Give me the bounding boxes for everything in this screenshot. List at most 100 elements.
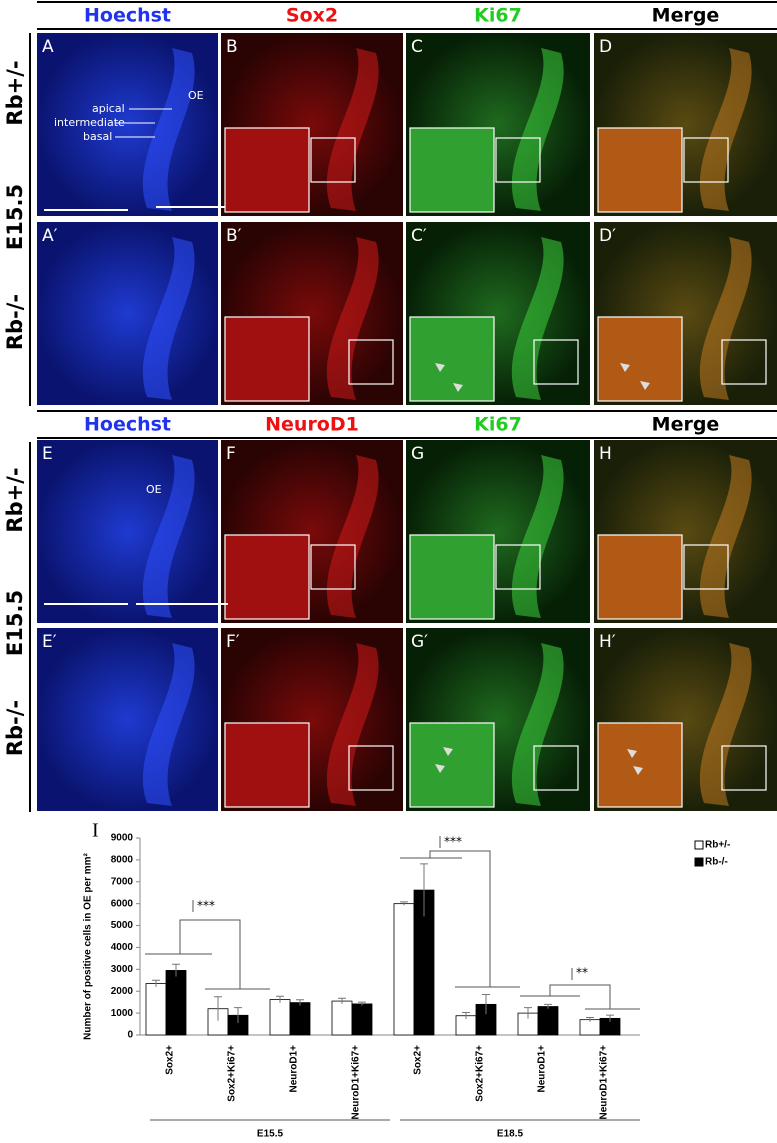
- bar: [393, 903, 415, 1036]
- tissue: [511, 643, 564, 806]
- genotype-label: Rb-/-: [3, 700, 27, 756]
- inset-box: [495, 544, 541, 590]
- tissue: [142, 643, 195, 806]
- inset-box: [721, 339, 767, 385]
- x-tick-label: NeuroD1+: [289, 1045, 300, 1093]
- arrowhead: [435, 764, 445, 773]
- panel-letter: G: [411, 444, 424, 464]
- error-bar: [606, 1014, 614, 1022]
- tissue: [699, 643, 752, 806]
- inset-box: [310, 544, 356, 590]
- error-bar: [152, 979, 160, 987]
- arrowhead: [627, 749, 637, 758]
- x-tick-label: Sox2+: [165, 1045, 176, 1075]
- bar: [145, 983, 167, 1036]
- error-bar: [214, 996, 222, 1021]
- tissue: [699, 48, 752, 211]
- error-bar: [234, 1007, 242, 1023]
- panel-letter: I: [92, 820, 99, 842]
- error-bar: [338, 997, 346, 1004]
- column-header: Sox2: [286, 5, 338, 27]
- inset: [224, 534, 310, 620]
- inset: [597, 127, 683, 213]
- panel-letter: E: [42, 444, 53, 464]
- panel-letter: B′: [226, 226, 242, 246]
- y-tick-label: 5000: [111, 920, 134, 931]
- inset: [224, 127, 310, 213]
- genotype-label: Rb-/-: [3, 294, 27, 350]
- arrowhead: [443, 747, 453, 756]
- y-tick-label: 8000: [111, 855, 134, 866]
- error-bar: [400, 901, 408, 906]
- layer-label: apical: [92, 102, 125, 115]
- y-tick-label: 9000: [111, 833, 134, 844]
- inset: [224, 316, 310, 402]
- error-bar: [296, 999, 304, 1006]
- region-label: OE: [146, 483, 162, 496]
- x-tick-label: NeuroD1+Ki67+: [599, 1045, 610, 1120]
- tissue: [326, 455, 379, 618]
- error-bar: [172, 963, 180, 977]
- panel-letter: G′: [411, 632, 428, 652]
- region-label: OE: [188, 89, 204, 102]
- column-header: Hoechst: [84, 414, 171, 436]
- layer-label: basal: [83, 130, 112, 143]
- inset-box: [348, 745, 394, 791]
- column-header: Hoechst: [84, 5, 171, 27]
- inset-box: [495, 137, 541, 183]
- stage-label: E15.5: [3, 184, 27, 250]
- inset: [597, 722, 683, 808]
- column-header: Merge: [652, 5, 720, 27]
- group-label: E18.5: [497, 1129, 524, 1140]
- error-bar: [462, 1011, 470, 1020]
- legend-swatch: [694, 857, 704, 867]
- arrowhead: [640, 381, 650, 390]
- panel-letter: B: [226, 37, 238, 57]
- error-bar: [544, 1003, 552, 1009]
- layer-label: intermediate: [54, 116, 125, 129]
- tissue: [142, 455, 195, 618]
- column-header: Ki67: [474, 414, 522, 436]
- inset: [597, 534, 683, 620]
- tissue: [142, 48, 195, 211]
- bar: [331, 1000, 353, 1036]
- inset-box: [348, 339, 394, 385]
- significance: ***: [197, 899, 215, 913]
- arrowhead: [633, 766, 643, 775]
- x-tick-label: NeuroD1+Ki67+: [351, 1045, 362, 1120]
- inset-box: [310, 137, 356, 183]
- column-header: Ki67: [474, 5, 522, 27]
- error-bar: [420, 863, 428, 917]
- stage-label: E15.5: [3, 590, 27, 656]
- arrowhead: [620, 363, 630, 372]
- inset: [409, 722, 495, 808]
- tissue: [699, 455, 752, 618]
- group-label: E15.5: [257, 1129, 284, 1140]
- panel-letter: E′: [42, 632, 57, 652]
- error-bar: [586, 1016, 594, 1022]
- inset: [597, 316, 683, 402]
- inset: [224, 722, 310, 808]
- bar: [351, 1003, 373, 1036]
- inset-box: [533, 339, 579, 385]
- legend-label: Rb+/-: [705, 840, 730, 851]
- tissue: [699, 237, 752, 400]
- y-tick-label: 2000: [111, 986, 134, 997]
- inset-box: [533, 745, 579, 791]
- y-axis-label: Number of positive cells in OE per mm²: [83, 852, 94, 1039]
- y-tick-label: 3000: [111, 964, 134, 975]
- panel-letter: D: [599, 37, 612, 57]
- tissue: [511, 48, 564, 211]
- bar: [269, 999, 291, 1036]
- panel-letter: H: [599, 444, 612, 464]
- tissue: [511, 455, 564, 618]
- x-tick-label: Sox2+Ki67+: [475, 1045, 486, 1102]
- bar: [579, 1019, 601, 1036]
- arrowhead: [453, 383, 463, 392]
- inset: [409, 534, 495, 620]
- tissue: [326, 237, 379, 400]
- column-header: NeuroD1: [265, 414, 359, 436]
- significance: **: [576, 966, 588, 980]
- error-bar: [482, 994, 490, 1015]
